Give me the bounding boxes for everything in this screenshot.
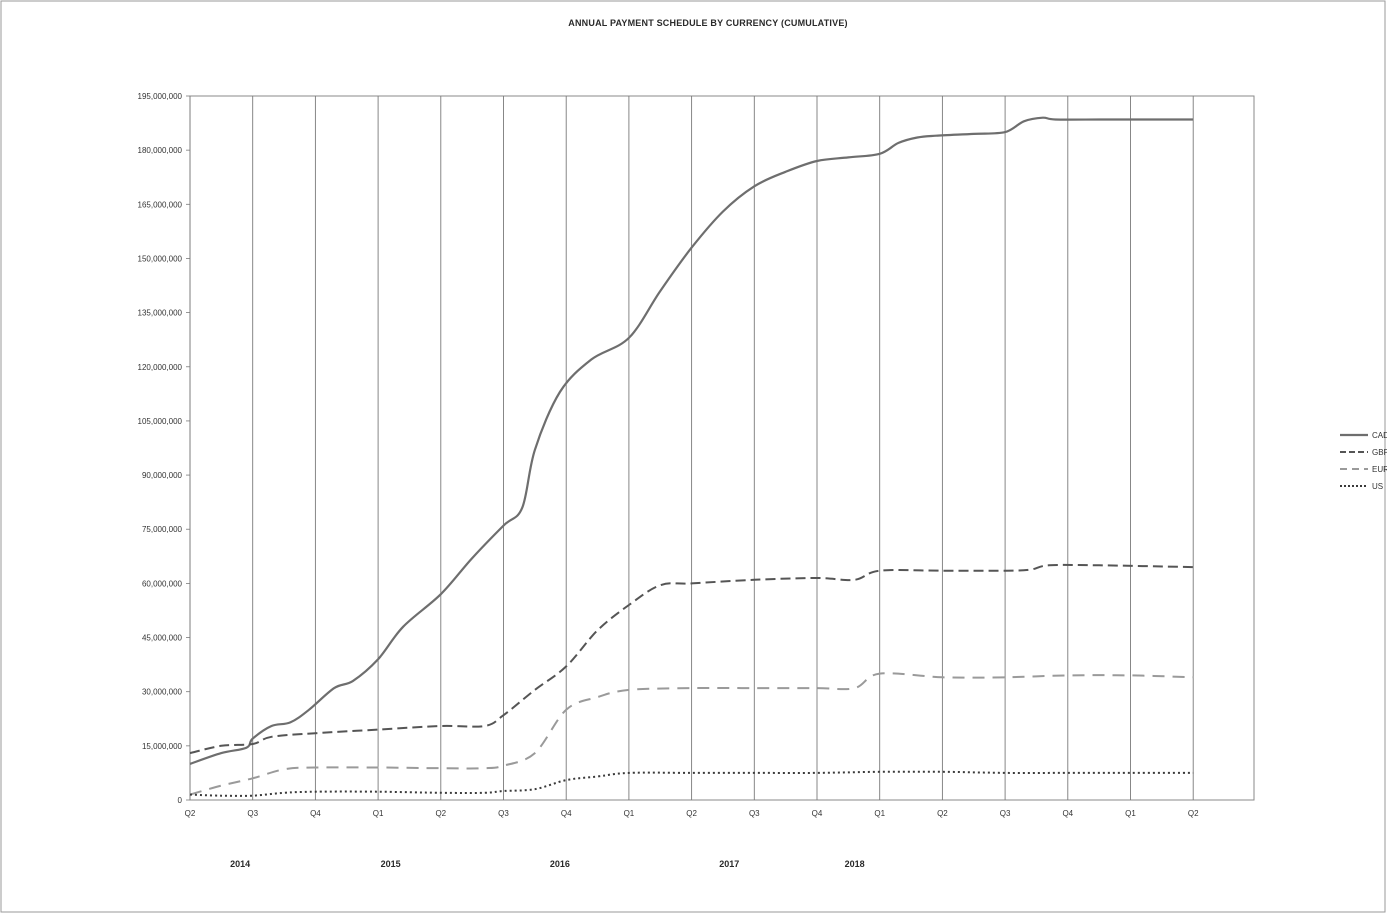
x-tick-label: Q3 bbox=[749, 809, 760, 818]
x-tick-label: Q2 bbox=[686, 809, 697, 818]
y-tick-label: 105,000,000 bbox=[138, 417, 183, 426]
x-tick-label: Q3 bbox=[498, 809, 509, 818]
y-tick-label: 135,000,000 bbox=[138, 309, 183, 318]
x-tick-label: Q3 bbox=[1000, 809, 1011, 818]
year-label: 2018 bbox=[845, 859, 865, 869]
legend-label-gbp: GBP bbox=[1372, 448, 1387, 457]
y-tick-label: 60,000,000 bbox=[142, 579, 183, 588]
x-tick-label: Q2 bbox=[937, 809, 948, 818]
y-tick-label: 150,000,000 bbox=[138, 254, 183, 263]
x-tick-label: Q2 bbox=[1188, 809, 1199, 818]
x-tick-label: Q2 bbox=[185, 809, 196, 818]
y-tick-label: 75,000,000 bbox=[142, 525, 183, 534]
year-label: 2017 bbox=[719, 859, 739, 869]
y-tick-label: 120,000,000 bbox=[138, 363, 183, 372]
x-tick-label: Q3 bbox=[247, 809, 258, 818]
y-tick-label: 15,000,000 bbox=[142, 742, 183, 751]
year-label: 2014 bbox=[230, 859, 250, 869]
y-tick-label: 90,000,000 bbox=[142, 471, 183, 480]
year-label: 2016 bbox=[550, 859, 570, 869]
chart-title: ANNUAL PAYMENT SCHEDULE BY CURRENCY (CUM… bbox=[568, 18, 847, 28]
legend-label-us: US bbox=[1372, 482, 1383, 491]
x-tick-label: Q2 bbox=[435, 809, 446, 818]
year-label: 2015 bbox=[381, 859, 401, 869]
y-tick-label: 195,000,000 bbox=[138, 92, 183, 101]
legend-label-eur: EUR bbox=[1372, 465, 1387, 474]
x-tick-label: Q4 bbox=[310, 809, 321, 818]
x-tick-label: Q1 bbox=[373, 809, 384, 818]
y-tick-label: 30,000,000 bbox=[142, 688, 183, 697]
x-tick-label: Q1 bbox=[874, 809, 885, 818]
x-tick-label: Q4 bbox=[812, 809, 823, 818]
legend-label-cad: CAD bbox=[1372, 431, 1387, 440]
y-tick-label: 45,000,000 bbox=[142, 634, 183, 643]
x-tick-label: Q1 bbox=[624, 809, 635, 818]
y-tick-label: 165,000,000 bbox=[138, 200, 183, 209]
x-tick-label: Q4 bbox=[1062, 809, 1073, 818]
y-tick-label: 180,000,000 bbox=[138, 146, 183, 155]
x-tick-label: Q4 bbox=[561, 809, 572, 818]
x-tick-label: Q1 bbox=[1125, 809, 1136, 818]
y-tick-label: 0 bbox=[178, 796, 183, 805]
